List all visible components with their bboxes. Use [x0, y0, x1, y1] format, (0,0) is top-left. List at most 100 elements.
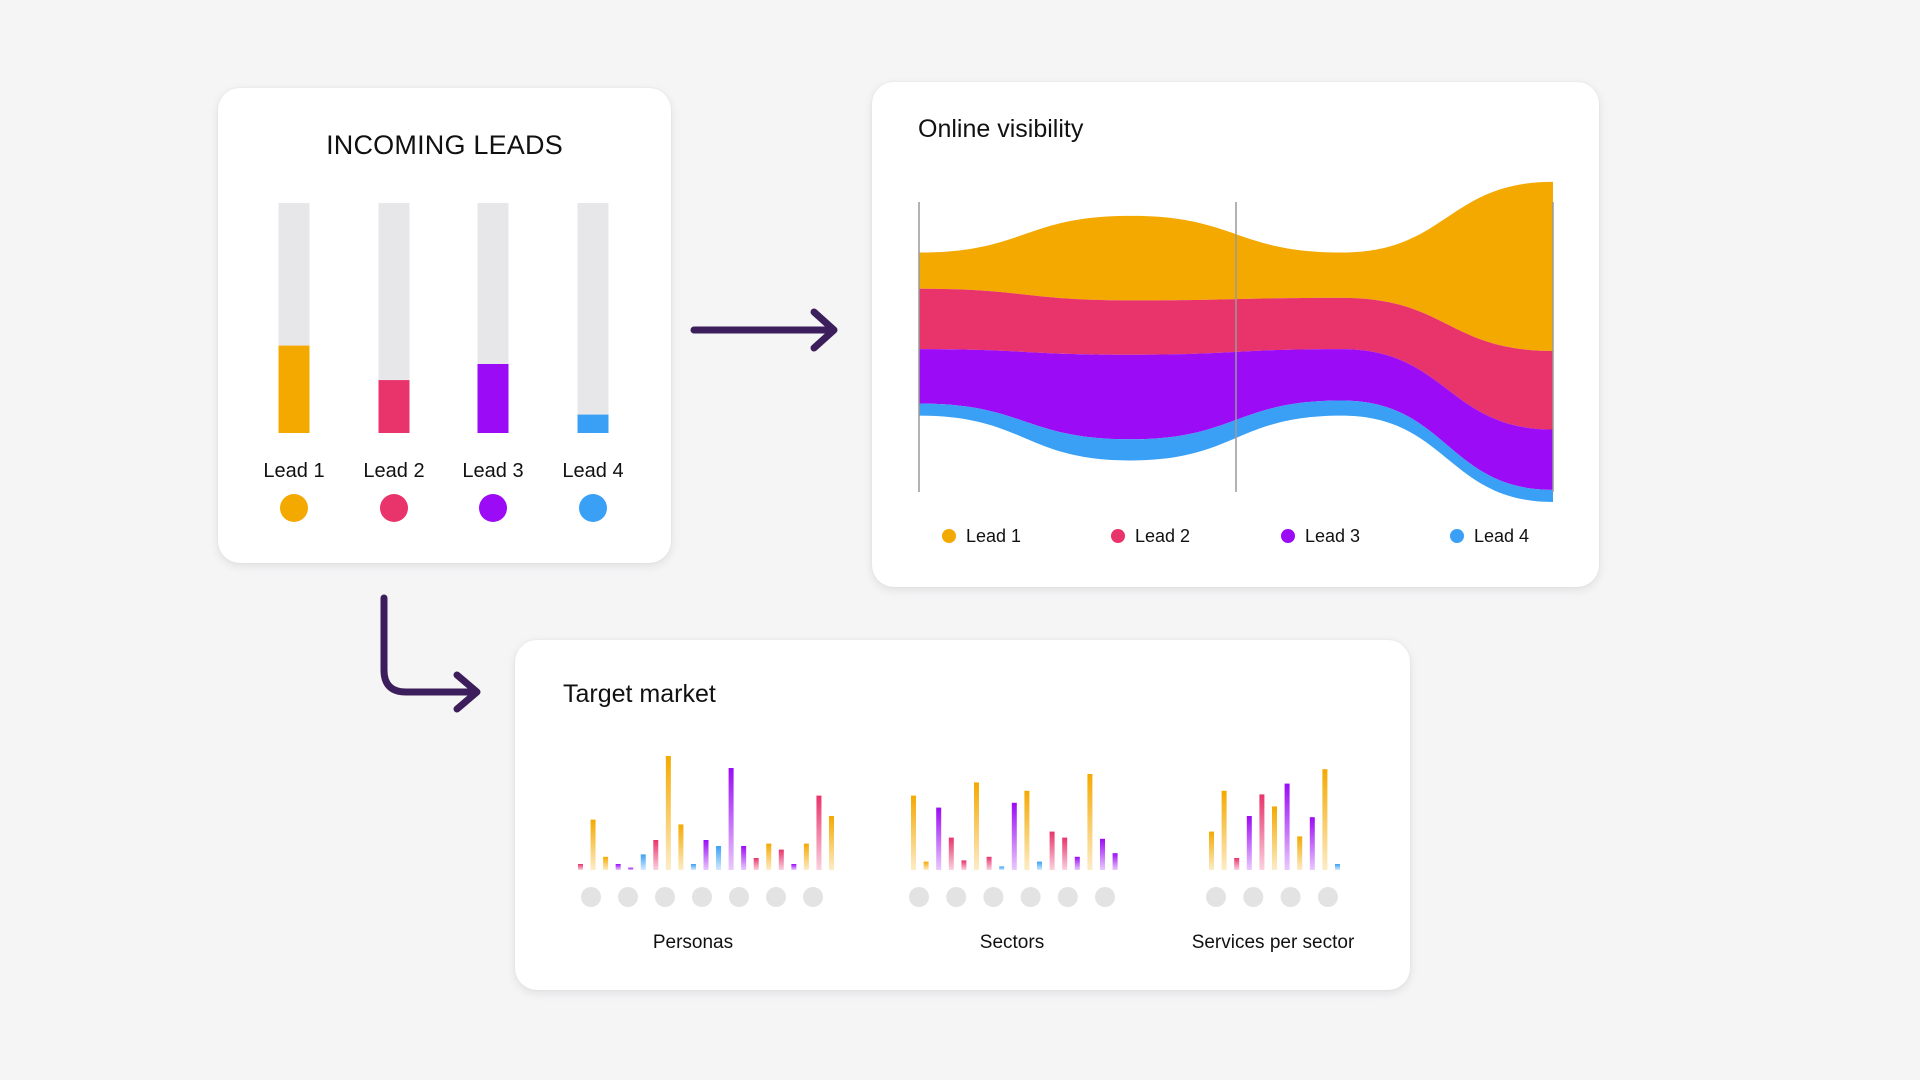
- incoming-leads-card: INCOMING LEADS Lead 1 Lead 2 Lead 3 Lead 4: [218, 88, 671, 563]
- stream-lead-2: [919, 288, 1553, 430]
- mini-bar: [923, 861, 929, 870]
- legend-marker: [1281, 529, 1295, 543]
- target-market-charts: Personas Sectors Services per sector: [578, 756, 1355, 953]
- category-marker: [766, 887, 786, 907]
- legend-label: Lead 2: [1135, 526, 1190, 546]
- mini-bar: [816, 795, 822, 870]
- category-marker: [1095, 887, 1115, 907]
- mini-bar: [986, 856, 992, 870]
- legend-marker: [380, 494, 408, 522]
- mini-bar: [1049, 831, 1055, 870]
- category-marker: [1206, 887, 1226, 907]
- mini-bar: [703, 840, 709, 870]
- mini-bar: [974, 782, 979, 870]
- legend-marker: [579, 494, 607, 522]
- incoming-leads-title: INCOMING LEADS: [326, 130, 563, 160]
- legend-label: Lead 4: [1474, 526, 1529, 546]
- category-marker: [581, 887, 601, 907]
- mini-bar: [753, 858, 759, 870]
- mini-bar: [948, 837, 954, 870]
- mini-bar: [1309, 817, 1315, 870]
- mini-bar: [590, 819, 596, 870]
- mini-bar: [1322, 769, 1328, 870]
- bar-label: Lead 4: [562, 460, 623, 482]
- mini-bar: [741, 846, 747, 870]
- category-marker: [1020, 887, 1041, 907]
- mini-bar: [1112, 853, 1118, 870]
- mini-bar: [1011, 802, 1017, 870]
- legend-label: Lead 1: [966, 526, 1021, 546]
- bar-label: Lead 1: [263, 460, 324, 482]
- mini-chart-label: Services per sector: [1192, 932, 1355, 953]
- legend-marker: [1111, 529, 1125, 543]
- online-visibility-chart: Lead 1 Lead 2 Lead 3 Lead 4: [918, 181, 1554, 546]
- legend-marker: [280, 494, 308, 522]
- mini-bar: [615, 864, 621, 870]
- mini-bar: [653, 840, 659, 870]
- mini-bar: [1062, 837, 1068, 870]
- legend-marker: [942, 529, 956, 543]
- target-market-title: Target market: [563, 680, 716, 708]
- bar-track: [577, 203, 609, 433]
- bar-label: Lead 2: [363, 460, 424, 482]
- legend-marker: [479, 494, 507, 522]
- mini-bar: [665, 756, 671, 870]
- bar-lead-2: [378, 380, 410, 433]
- arrow-right-icon: [690, 308, 838, 352]
- legend-label: Lead 3: [1305, 526, 1360, 546]
- mini-bar: [1221, 790, 1227, 870]
- category-marker: [729, 887, 749, 907]
- category-marker: [1280, 887, 1301, 907]
- category-marker: [1057, 887, 1078, 907]
- category-marker: [946, 887, 967, 907]
- bar-label: Lead 3: [462, 460, 523, 482]
- category-marker: [692, 887, 712, 907]
- mini-bar: [678, 824, 684, 870]
- category-marker: [618, 887, 638, 907]
- mini-bar: [791, 864, 797, 870]
- incoming-leads-chart: Lead 1 Lead 2 Lead 3 Lead 4: [263, 203, 624, 522]
- mini-bar: [766, 843, 772, 870]
- mini-bar: [829, 816, 834, 870]
- mini-bar: [1272, 806, 1277, 870]
- mini-bar: [1024, 790, 1030, 870]
- mini-bar: [578, 864, 583, 870]
- bar-lead-3: [477, 364, 509, 433]
- online-visibility-title: Online visibility: [918, 115, 1084, 143]
- mini-bar: [1074, 856, 1080, 870]
- category-marker: [655, 887, 675, 907]
- mini-bar: [1246, 816, 1252, 870]
- mini-bar: [1297, 836, 1303, 870]
- category-marker: [983, 887, 1004, 907]
- mini-bar: [778, 849, 784, 870]
- bar-lead-4: [577, 414, 609, 433]
- mini-bar: [803, 843, 809, 870]
- bar-lead-1: [278, 345, 310, 433]
- mini-bar: [1259, 794, 1265, 870]
- mini-bar: [1335, 864, 1340, 870]
- mini-chart-label: Personas: [653, 932, 733, 953]
- mini-bar: [1087, 774, 1093, 870]
- category-marker: [909, 887, 929, 907]
- mini-bar: [690, 864, 696, 870]
- mini-bar: [1209, 831, 1214, 870]
- arrow-bend-right-icon: [380, 594, 481, 713]
- target-market-card: Target market Personas Sectors Services pe…: [515, 640, 1410, 990]
- mini-bar: [936, 807, 942, 870]
- category-marker: [1317, 887, 1338, 907]
- mini-bar: [728, 768, 734, 870]
- mini-bar: [961, 860, 967, 870]
- mini-bar: [911, 795, 916, 870]
- mini-bar: [628, 867, 634, 870]
- mini-chart-label: Sectors: [980, 932, 1044, 953]
- category-marker: [803, 887, 823, 907]
- online-visibility-card: Online visibility Lead 1 Lead 2 Lead 3 Lead…: [872, 82, 1599, 587]
- mini-bar: [603, 856, 609, 870]
- mini-bar: [1284, 783, 1290, 870]
- mini-bar: [1234, 858, 1240, 870]
- mini-bar: [1037, 861, 1042, 870]
- mini-bar: [999, 866, 1005, 870]
- category-marker: [1243, 887, 1264, 907]
- mini-bar: [716, 846, 722, 870]
